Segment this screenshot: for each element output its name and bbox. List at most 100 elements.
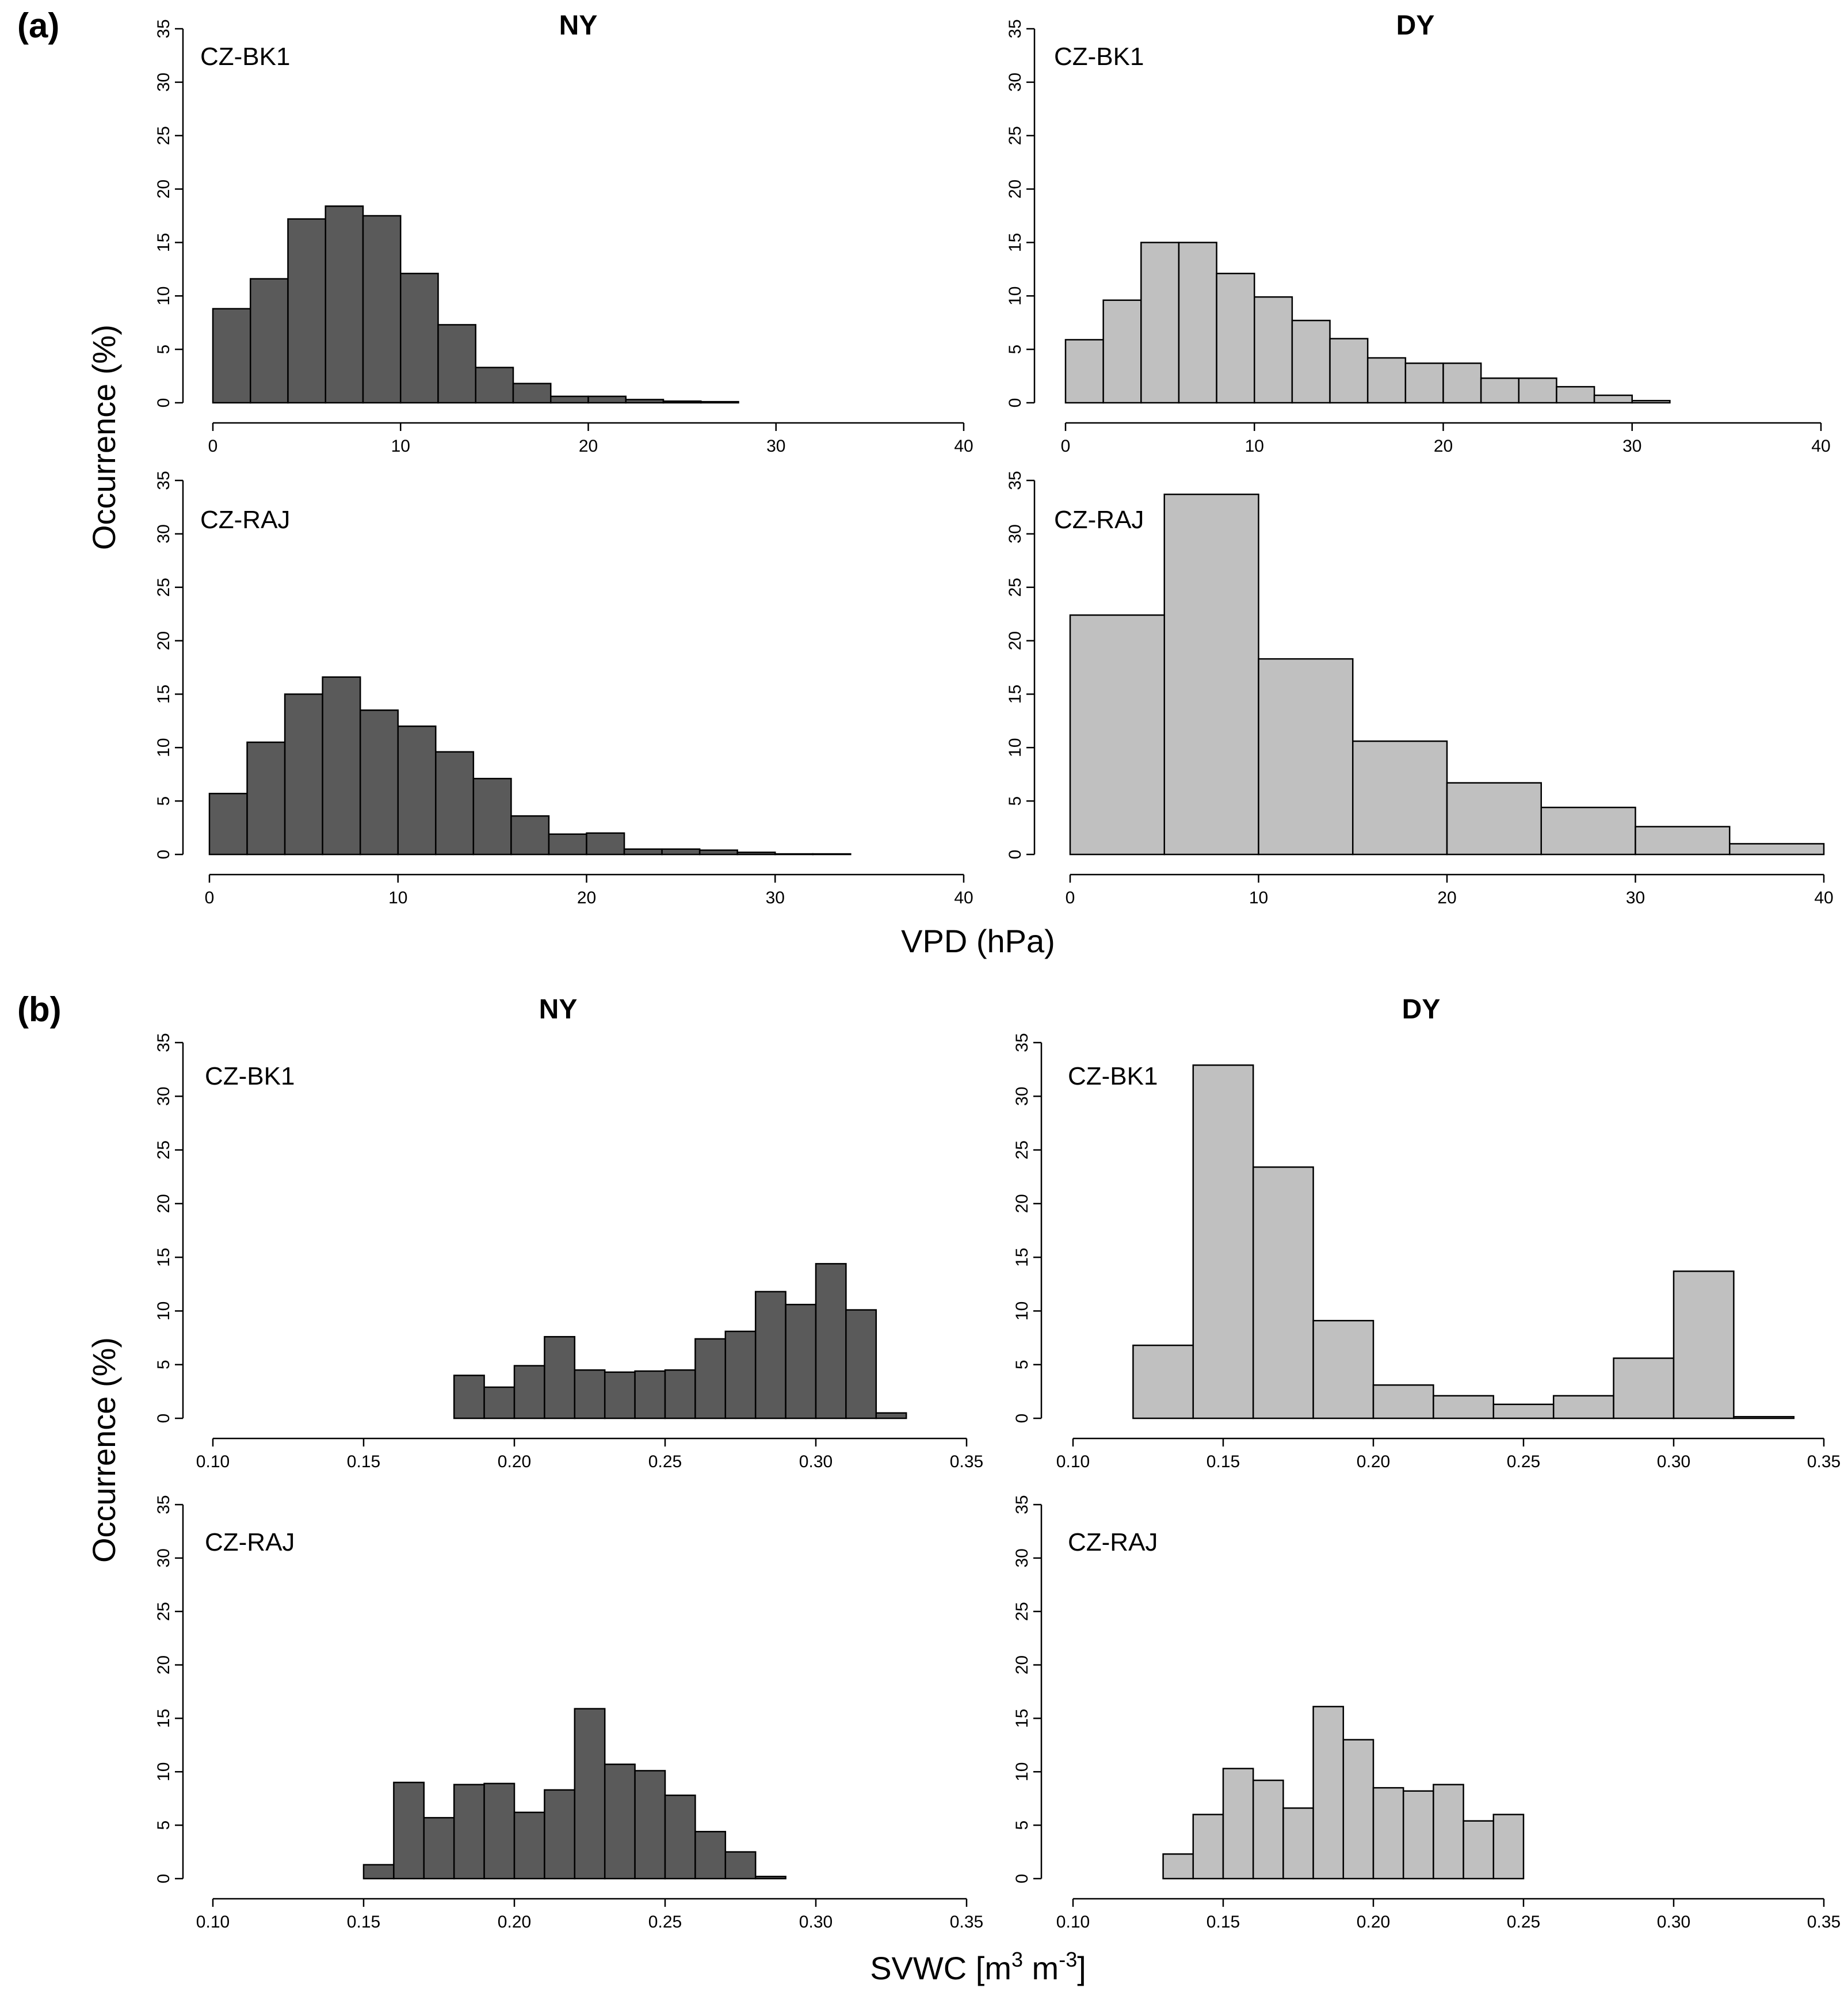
y-tick-label: 30 <box>154 1548 173 1567</box>
histogram-bar <box>1635 826 1731 856</box>
histogram-bar <box>1102 299 1142 404</box>
histogram-bar <box>662 400 702 404</box>
histogram-bar <box>1492 1814 1525 1880</box>
y-tick-label: 35 <box>1006 471 1025 490</box>
x-tick-label: 0.35 <box>1807 1452 1841 1471</box>
y-tick-label: 15 <box>154 1247 173 1266</box>
histogram-bar <box>322 676 361 856</box>
histogram-bar <box>1492 1403 1555 1419</box>
histogram-bar <box>694 1831 727 1880</box>
histogram-bar <box>472 777 512 856</box>
histogram-bar <box>736 852 776 856</box>
x-tick-label: 0.30 <box>799 1452 833 1471</box>
histogram-bar <box>1480 377 1520 404</box>
y-tick-label: 20 <box>1006 180 1025 199</box>
y-tick-label: 35 <box>154 471 173 490</box>
histogram-bar <box>587 395 627 404</box>
panel-a-label: (a) <box>17 6 59 45</box>
x-tick-label: 0.35 <box>950 1452 983 1471</box>
histogram-bar <box>1329 338 1369 404</box>
histogram-bar <box>574 1369 606 1419</box>
histogram-bar <box>1216 273 1255 404</box>
histogram-bar <box>212 308 251 404</box>
histogram-bar <box>1433 1395 1495 1419</box>
y-tick-label: 20 <box>154 631 173 650</box>
y-tick-label: 30 <box>1013 1087 1032 1106</box>
site-label: CZ-BK1 <box>1054 43 1144 71</box>
histogram-bar <box>437 324 476 404</box>
histogram-bar <box>625 399 665 404</box>
x-tick-label: 0 <box>208 437 218 456</box>
y-tick-label: 5 <box>1006 345 1025 354</box>
histogram-bar <box>1673 1270 1735 1419</box>
y-tick-label: 5 <box>1006 796 1025 806</box>
y-tick-label: 5 <box>1013 1821 1032 1830</box>
histogram-bar <box>1192 1064 1254 1419</box>
histogram-bar <box>1366 357 1407 404</box>
y-tick-label: 25 <box>1013 1140 1032 1159</box>
histogram-bar <box>1518 377 1557 404</box>
panel-a-col-title-ny: NY <box>559 10 598 41</box>
x-tick-label: 30 <box>766 888 785 907</box>
histogram-a-dy-cz-bk1: 0 5 10 15 20 25 30 35 0 10 20 30 40 CZ-BK1 <box>1006 19 1831 456</box>
histogram-bar <box>664 1794 696 1880</box>
x-tick-label: 0.10 <box>196 1913 230 1932</box>
histogram-bar <box>362 215 402 404</box>
y-tick-label: 30 <box>154 1087 173 1106</box>
x-tick-label: 0.25 <box>648 1452 682 1471</box>
histogram-bar <box>453 1784 485 1880</box>
y-tick-label: 0 <box>1006 850 1025 860</box>
histogram-bar <box>754 1291 786 1419</box>
histogram-bar <box>512 383 552 404</box>
histogram-b-ny-cz-raj: 0 5 10 15 20 25 30 35 0.10 0.15 0.20 0.25 0.30 0.35 CZ… <box>154 1495 983 1932</box>
histogram-bar <box>362 1864 395 1880</box>
histogram-bar <box>400 273 439 404</box>
panel-b-xlabel-exp1: 3 <box>1011 1948 1023 1971</box>
x-tick-label: 0.10 <box>196 1452 230 1471</box>
histogram-bar <box>1404 362 1444 404</box>
histogram-bar <box>815 1263 847 1419</box>
y-tick-label: 35 <box>154 1495 173 1514</box>
y-tick-label: 0 <box>1006 398 1025 408</box>
histogram-bar <box>1192 1814 1224 1880</box>
y-tick-label: 30 <box>154 524 173 543</box>
histogram-bar <box>250 278 289 404</box>
y-tick-label: 20 <box>154 1655 173 1674</box>
y-tick-label: 10 <box>1013 1302 1032 1321</box>
y-tick-label: 35 <box>1013 1033 1032 1052</box>
site-label: CZ-RAJ <box>205 1528 295 1556</box>
histogram-bar <box>1291 319 1331 404</box>
x-tick-label: 20 <box>1434 437 1453 456</box>
y-tick-label: 35 <box>1006 19 1025 38</box>
x-tick-label: 30 <box>766 437 785 456</box>
y-tick-label: 15 <box>1006 233 1025 252</box>
y-tick-label: 0 <box>154 850 173 860</box>
site-label: CZ-BK1 <box>205 1062 295 1090</box>
histogram-bar <box>208 792 248 856</box>
histogram-bar <box>1252 1166 1314 1419</box>
y-tick-label: 20 <box>154 180 173 199</box>
histogram-bar <box>510 815 550 856</box>
y-tick-label: 0 <box>154 1874 173 1884</box>
histogram-bar <box>284 693 323 856</box>
x-tick-label: 0 <box>205 888 215 907</box>
histogram-bar <box>359 709 399 856</box>
y-tick-label: 5 <box>154 1821 173 1830</box>
x-tick-label: 0.20 <box>498 1452 531 1471</box>
x-tick-label: 0.10 <box>1056 1913 1090 1932</box>
histogram-bar <box>324 205 364 404</box>
histogram-bar <box>435 751 475 856</box>
y-tick-label: 15 <box>1013 1247 1032 1266</box>
histogram-bar <box>453 1375 485 1419</box>
histogram-bar <box>586 832 625 856</box>
histogram-bar <box>397 725 437 856</box>
x-tick-label: 20 <box>1437 888 1456 907</box>
histogram-bar <box>393 1781 425 1880</box>
histogram-bar <box>1463 1820 1495 1880</box>
histogram-bar <box>1733 1415 1795 1419</box>
x-tick-label: 0.20 <box>1357 1913 1390 1932</box>
x-tick-label: 0.25 <box>1507 1913 1540 1932</box>
y-tick-label: 35 <box>154 1033 173 1052</box>
x-tick-label: 20 <box>577 888 596 907</box>
site-label: CZ-RAJ <box>200 506 290 534</box>
